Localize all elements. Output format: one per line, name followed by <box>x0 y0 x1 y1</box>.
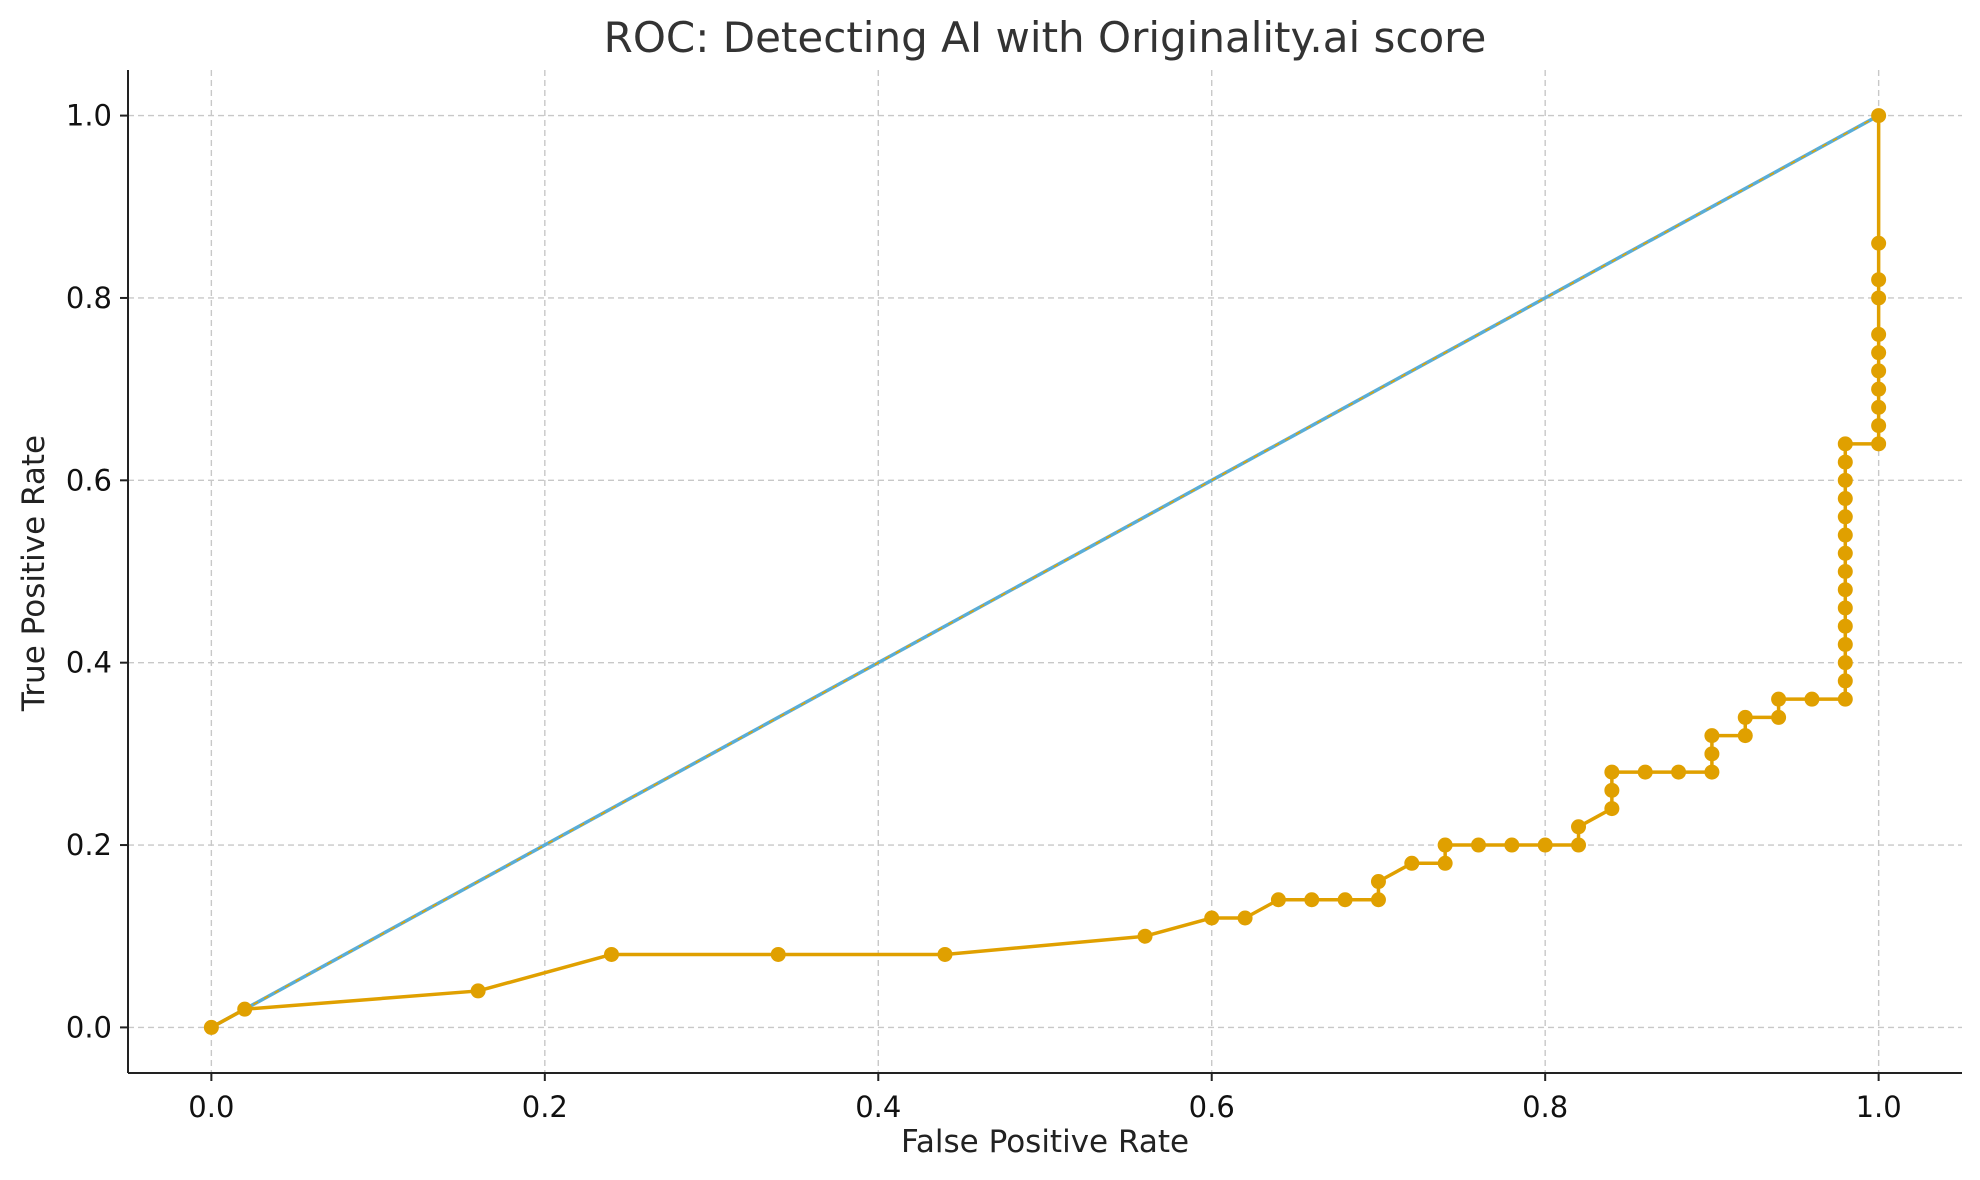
axes-spines <box>127 70 1962 1074</box>
grid-lines <box>128 70 1962 1073</box>
roc-point <box>1837 564 1853 579</box>
roc-point <box>1604 801 1620 817</box>
roc-point <box>1837 472 1853 488</box>
roc-point <box>203 1019 219 1035</box>
roc-point <box>1204 910 1220 926</box>
roc-point <box>1470 837 1486 853</box>
plot-series <box>203 108 1887 1035</box>
roc-point <box>237 1001 253 1017</box>
roc-point <box>1437 837 1453 853</box>
y-tick-label: 0.4 <box>66 646 112 680</box>
roc-point <box>1537 837 1553 853</box>
roc-point <box>1437 855 1453 871</box>
roc-point <box>1837 636 1853 652</box>
roc-point <box>1837 491 1853 507</box>
x-tick-label: 0.4 <box>855 1090 901 1124</box>
roc-point <box>1871 399 1887 415</box>
roc-point <box>1837 527 1853 543</box>
x-tick-label: 0.2 <box>522 1090 568 1124</box>
roc-point <box>1871 290 1887 306</box>
y-tick-label: 0.6 <box>66 463 112 497</box>
roc-point <box>470 983 486 999</box>
y-tick-label: 1.0 <box>66 99 112 133</box>
roc-point <box>1804 691 1820 707</box>
y-axis-label: True Positive Rate <box>16 435 52 712</box>
roc-point <box>1837 582 1853 598</box>
roc-point <box>1604 782 1620 798</box>
y-tick-label: 0.8 <box>66 281 112 315</box>
roc-point <box>1871 345 1887 361</box>
x-tick-label: 0.8 <box>1522 1090 1568 1124</box>
roc-point <box>1837 600 1853 616</box>
roc-point <box>1637 764 1653 780</box>
roc-point <box>1137 928 1153 944</box>
roc-point <box>1837 673 1853 689</box>
roc-point <box>1571 837 1587 853</box>
roc-point <box>1871 108 1887 124</box>
roc-point <box>1871 272 1887 288</box>
x-axis-label: False Positive Rate <box>901 1124 1189 1160</box>
roc-point <box>1871 436 1887 452</box>
roc-point <box>1704 728 1720 744</box>
roc-point <box>1871 363 1887 379</box>
roc-point <box>1837 436 1853 452</box>
x-tick-label: 0.0 <box>188 1090 234 1124</box>
roc-point <box>1337 892 1353 908</box>
y-axis-ticks: 0.0 0.2 0.4 0.6 0.8 1.0 <box>66 99 128 1044</box>
roc-point <box>1837 691 1853 707</box>
y-tick-label: 0.2 <box>66 828 112 862</box>
roc-point <box>1404 855 1420 871</box>
roc-point <box>1837 454 1853 470</box>
roc-point <box>604 946 620 962</box>
roc-point <box>1671 764 1687 780</box>
baseline-diagonal-dash <box>210 114 1880 1029</box>
x-tick-label: 1.0 <box>1856 1090 1902 1124</box>
roc-point <box>1871 326 1887 342</box>
roc-point <box>1504 837 1520 853</box>
roc-point <box>1704 764 1720 780</box>
x-tick-label: 0.6 <box>1189 1090 1235 1124</box>
roc-point <box>1737 709 1753 725</box>
roc-point <box>1871 235 1887 251</box>
roc-point <box>1837 545 1853 561</box>
roc-point <box>1704 746 1720 762</box>
chart-title: ROC: Detecting AI with Originality.ai sc… <box>604 13 1487 62</box>
roc-point <box>1837 509 1853 525</box>
roc-point <box>1604 764 1620 780</box>
roc-point <box>937 946 953 962</box>
roc-point <box>1771 709 1787 725</box>
roc-point <box>1737 728 1753 744</box>
roc-point <box>1571 819 1587 835</box>
roc-point <box>1304 892 1320 908</box>
y-tick-label: 0.0 <box>66 1010 112 1044</box>
roc-point <box>1370 892 1386 908</box>
roc-point <box>1871 381 1887 397</box>
roc-point <box>770 946 786 962</box>
roc-point <box>1837 655 1853 671</box>
roc-point <box>1370 874 1386 890</box>
roc-point <box>1837 618 1853 634</box>
roc-point <box>1270 892 1286 908</box>
x-axis-ticks: 0.0 0.2 0.4 0.6 0.8 1.0 <box>188 1073 1902 1124</box>
roc-point <box>1237 910 1253 926</box>
roc-point <box>1771 691 1787 707</box>
roc-point <box>1871 418 1887 434</box>
